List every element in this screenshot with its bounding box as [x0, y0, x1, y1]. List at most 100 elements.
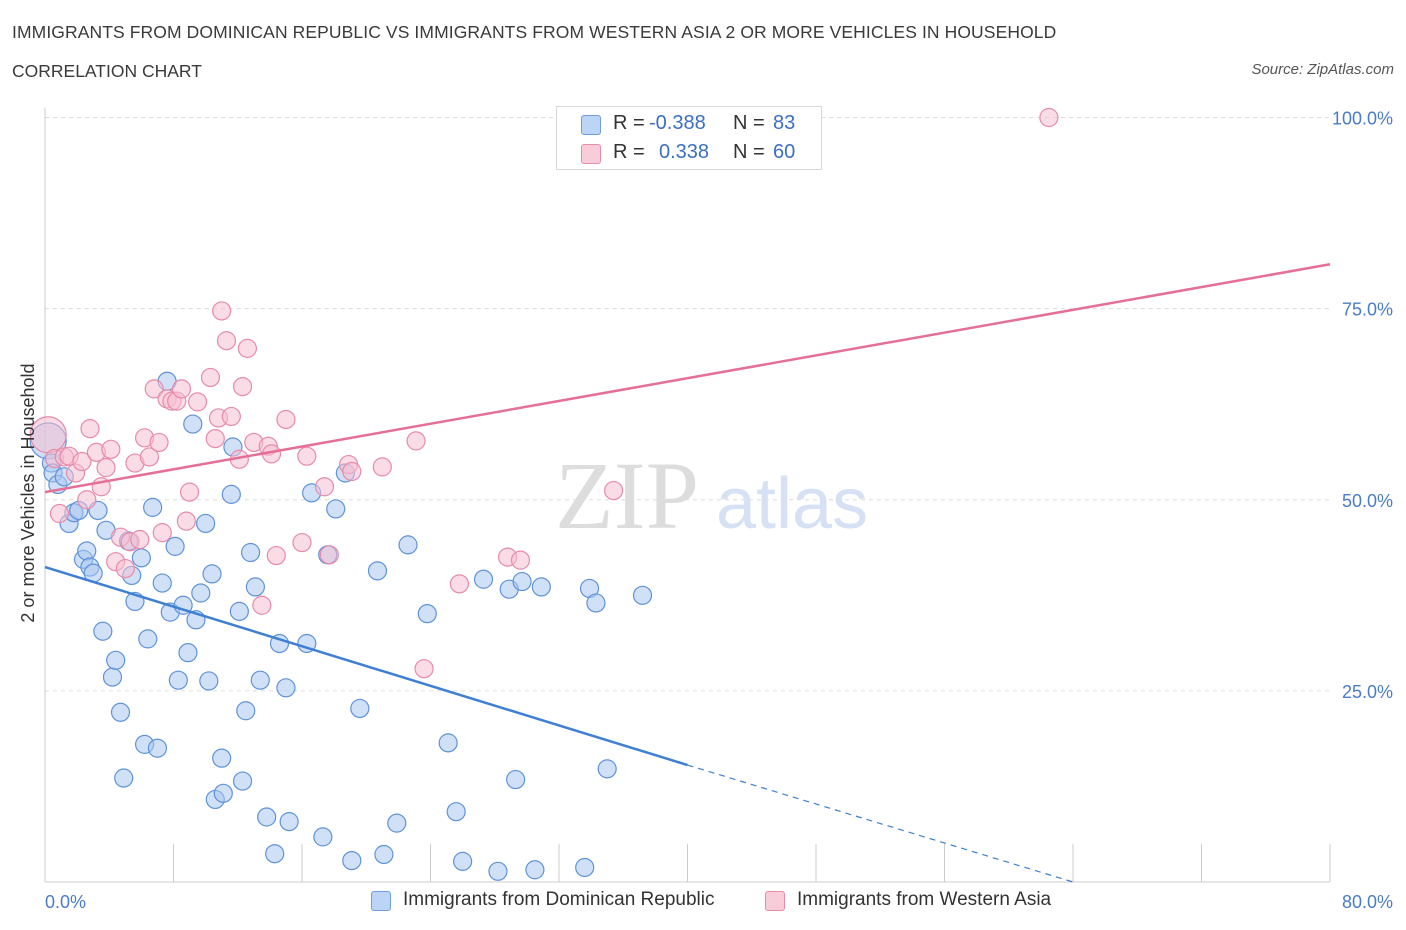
data-point — [232, 377, 253, 397]
y-axis-label: 2 or more Vehicles in Household — [18, 363, 38, 622]
data-point — [205, 428, 225, 449]
data-point — [473, 569, 494, 589]
data-point — [276, 409, 296, 430]
data-point — [604, 480, 624, 501]
chart-title: IMMIGRANTS FROM DOMINICAN REPUBLIC VS IM… — [12, 22, 1057, 42]
x-tick-label: 80.0% — [1342, 892, 1393, 912]
legend-r-label: R = — [613, 112, 645, 134]
data-point — [236, 701, 256, 721]
chart-subtitle: CORRELATION CHART — [12, 61, 202, 81]
data-point — [488, 861, 508, 881]
data-point — [414, 659, 434, 679]
data-point — [143, 497, 163, 517]
data-point — [196, 513, 216, 534]
data-point — [297, 446, 317, 466]
data-point — [139, 447, 160, 467]
data-point — [221, 406, 241, 427]
data-point — [512, 571, 532, 592]
data-point — [138, 629, 158, 649]
data-point — [313, 827, 333, 847]
data-point — [221, 484, 241, 504]
data-point — [525, 860, 545, 880]
data-point — [93, 621, 113, 641]
data-point — [229, 601, 249, 621]
data-point — [531, 577, 551, 597]
data-point — [506, 769, 526, 790]
data-point — [110, 702, 131, 722]
data-point — [575, 857, 595, 878]
data-point — [199, 671, 219, 691]
watermark-zip: ZIP — [555, 442, 699, 549]
data-point — [632, 585, 653, 605]
data-point — [266, 545, 286, 566]
data-point — [257, 807, 277, 827]
y-tick-label: 50.0% — [1342, 491, 1393, 511]
data-point — [168, 670, 188, 690]
data-point — [446, 802, 466, 822]
data-point — [96, 458, 116, 478]
correlation-legend: R = -0.388 N = 83 R = 0.338 N = 60 — [556, 106, 822, 170]
data-point — [77, 490, 97, 510]
data-point — [417, 604, 437, 624]
y-tick-label: 75.0% — [1342, 300, 1393, 320]
axes — [44, 107, 1331, 883]
y-tick-label: 100.0% — [1332, 109, 1393, 129]
legend-n-label: N = — [733, 112, 765, 134]
legend-r-value: 0.338 — [659, 141, 710, 163]
data-point — [252, 595, 272, 615]
data-point — [72, 451, 92, 472]
data-point — [241, 542, 261, 563]
trend-line-dominican — [44, 565, 688, 767]
data-point — [114, 768, 134, 788]
data-point — [178, 643, 198, 663]
data-point — [350, 698, 370, 719]
data-point — [279, 812, 299, 832]
data-point — [147, 738, 168, 758]
data-point — [152, 523, 172, 543]
data-point — [191, 583, 211, 603]
bottom-legend-label: Immigrants from Dominican Republic — [403, 889, 715, 910]
legend-r-value: -0.388 — [649, 112, 706, 134]
y-tick-label: 25.0% — [1342, 682, 1393, 702]
data-point — [101, 439, 121, 459]
data-point — [250, 670, 270, 690]
bottom-legend-label: Immigrants from Western Asia — [797, 889, 1052, 910]
data-point — [245, 577, 266, 597]
data-point — [152, 573, 172, 593]
data-point — [453, 851, 473, 871]
data-point — [171, 379, 192, 399]
data-point — [398, 535, 418, 555]
data-point — [586, 593, 606, 613]
x-tick-label: 0.0% — [45, 892, 86, 912]
bottom-legend-swatch-pink — [765, 891, 785, 911]
trend-lines — [44, 263, 1331, 883]
data-point — [216, 331, 237, 351]
data-point — [510, 550, 531, 570]
data-point — [144, 379, 164, 399]
data-point — [319, 545, 339, 565]
data-point — [213, 783, 233, 803]
data-point — [1039, 107, 1059, 128]
data-point — [102, 667, 123, 687]
data-point — [202, 564, 222, 584]
data-point — [200, 367, 221, 388]
data-point — [131, 548, 151, 568]
data-point — [265, 844, 285, 864]
data-point — [314, 477, 335, 497]
bottom-legend-swatch-blue — [371, 891, 391, 911]
data-point — [342, 850, 362, 871]
data-point — [237, 338, 257, 358]
data-point — [183, 414, 203, 434]
data-point — [179, 482, 200, 502]
data-point — [342, 461, 362, 482]
legend-n-value: 60 — [773, 141, 796, 163]
data-point — [367, 561, 388, 581]
data-point — [106, 650, 126, 670]
tick-labels: 25.0% 50.0% 75.0% 100.0% 0.0% 80.0% — [45, 109, 1393, 913]
data-point — [374, 844, 394, 865]
data-point — [149, 432, 169, 453]
data-point — [406, 431, 426, 451]
data-point — [372, 457, 392, 477]
data-point — [49, 503, 70, 524]
